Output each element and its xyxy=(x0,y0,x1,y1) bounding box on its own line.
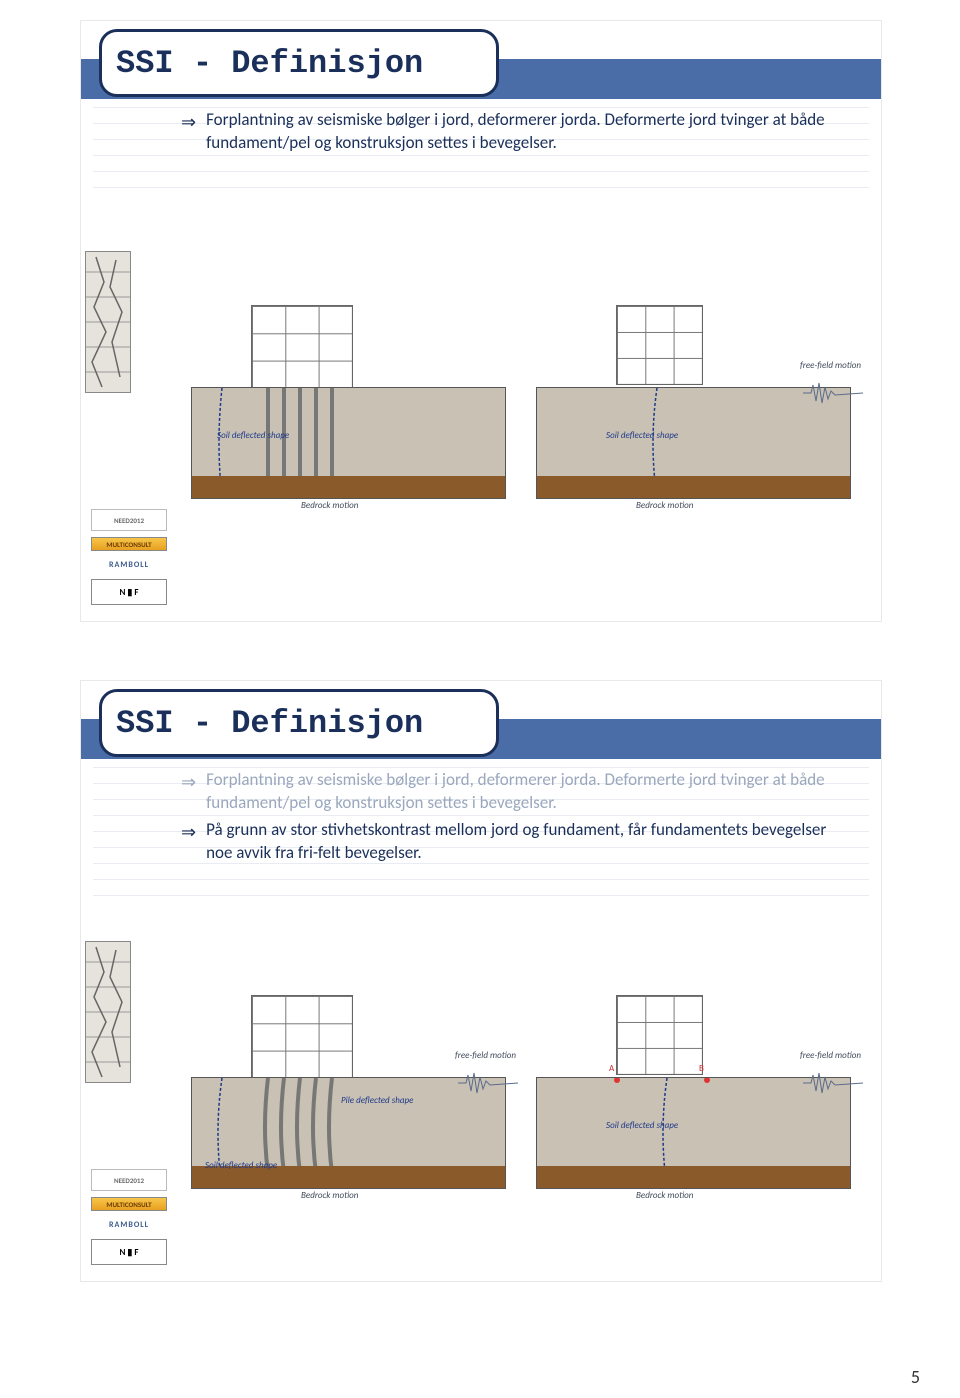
logo-sidebar: NEED2012 MULTICONSULT RAMBOLL N ▮ F xyxy=(91,1169,171,1271)
nf-logo: N ▮ F xyxy=(91,1239,167,1265)
soil-deflected-label: Soil deflected shape xyxy=(606,1121,678,1131)
arrow-icon: ⇒ xyxy=(181,771,196,793)
crack-lines-icon xyxy=(86,942,130,1082)
diagram-shallow: Soil deflected shape Bedrock motion free… xyxy=(536,301,851,551)
cracked-building-illustration xyxy=(85,941,131,1083)
slide-title: SSI - Definisjon xyxy=(116,705,423,742)
building-frame xyxy=(251,305,353,389)
bedrock-label: Bedrock motion xyxy=(636,1191,693,1201)
bullet-text: På grunn av stor stivhetskontrast mellom… xyxy=(206,819,831,865)
logo-sidebar: NEED2012 MULTICONSULT RAMBOLL N ▮ F xyxy=(91,509,171,611)
diagram-row: Pile deflected shape Soil deflected shap… xyxy=(191,991,851,1241)
nf-logo: N ▮ F xyxy=(91,579,167,605)
building-frame xyxy=(251,995,353,1079)
bullet-text: Forplantning av seismiske bølger i jord,… xyxy=(206,109,831,155)
seismograph-icon xyxy=(803,1071,863,1095)
point-a-label: A xyxy=(609,1064,614,1074)
diagram-shallow-ab: A B Soil deflected shape Bedrock motion … xyxy=(536,991,851,1241)
seismograph-icon xyxy=(803,381,863,405)
slide-body: ⇒ Forplantning av seismiske bølger i jor… xyxy=(181,769,831,869)
slide-title-box: SSI - Definisjon xyxy=(99,29,499,97)
bedrock-label: Bedrock motion xyxy=(301,1191,358,1201)
soil-deflected-label: Soil deflected shape xyxy=(205,1161,277,1171)
pile-deflected-label: Pile deflected shape xyxy=(341,1096,413,1106)
seismograph-icon xyxy=(458,1071,518,1095)
diagram-piles: Soil deflected shape Bedrock motion xyxy=(191,301,506,551)
slide-body: ⇒ Forplantning av seismiske bølger i jor… xyxy=(181,109,831,159)
ramboll-logo: RAMBOLL xyxy=(91,557,167,573)
crack-lines-icon xyxy=(86,252,130,392)
bedrock-layer xyxy=(537,1166,850,1188)
bedrock-label: Bedrock motion xyxy=(636,501,693,511)
diagram-piles-deflected: Pile deflected shape Soil deflected shap… xyxy=(191,991,506,1241)
free-field-label: free-field motion xyxy=(455,1051,516,1061)
free-field-label: free-field motion xyxy=(800,361,861,371)
slide-1: SSI - Definisjon ⇒ Forplantning av seism… xyxy=(80,20,882,622)
bullet-row: ⇒ Forplantning av seismiske bølger i jor… xyxy=(181,109,831,155)
multiconsult-logo: MULTICONSULT xyxy=(91,1197,167,1211)
need2012-logo: NEED2012 xyxy=(91,1169,167,1191)
soil-deflected-label: Soil deflected shape xyxy=(217,431,289,441)
soil-block xyxy=(191,387,506,499)
soil-deflected-label: Soil deflected shape xyxy=(606,431,678,441)
bedrock-layer xyxy=(537,476,850,498)
diagram-row: Soil deflected shape Bedrock motion Soil… xyxy=(191,301,851,551)
slide-2: SSI - Definisjon ⇒ Forplantning av seism… xyxy=(80,680,882,1282)
page-number: 5 xyxy=(911,1366,920,1388)
arrow-icon: ⇒ xyxy=(181,111,196,133)
ramboll-logo: RAMBOLL xyxy=(91,1217,167,1233)
bullet-row: ⇒ På grunn av stor stivhetskontrast mell… xyxy=(181,819,831,865)
cracked-building-illustration xyxy=(85,251,131,393)
free-field-label: free-field motion xyxy=(800,1051,861,1061)
point-b-label: B xyxy=(699,1064,704,1074)
page: SSI - Definisjon ⇒ Forplantning av seism… xyxy=(0,0,960,1398)
bedrock-label: Bedrock motion xyxy=(301,501,358,511)
building-frame xyxy=(616,305,703,385)
arrow-icon: ⇒ xyxy=(181,821,196,843)
slide-title-box: SSI - Definisjon xyxy=(99,689,499,757)
need2012-logo: NEED2012 xyxy=(91,509,167,531)
bedrock-layer xyxy=(192,476,505,498)
multiconsult-logo: MULTICONSULT xyxy=(91,537,167,551)
bullet-text-faded: Forplantning av seismiske bølger i jord,… xyxy=(206,769,831,815)
bullet-row: ⇒ Forplantning av seismiske bølger i jor… xyxy=(181,769,831,815)
slide-title: SSI - Definisjon xyxy=(116,45,423,82)
building-frame xyxy=(616,995,703,1075)
